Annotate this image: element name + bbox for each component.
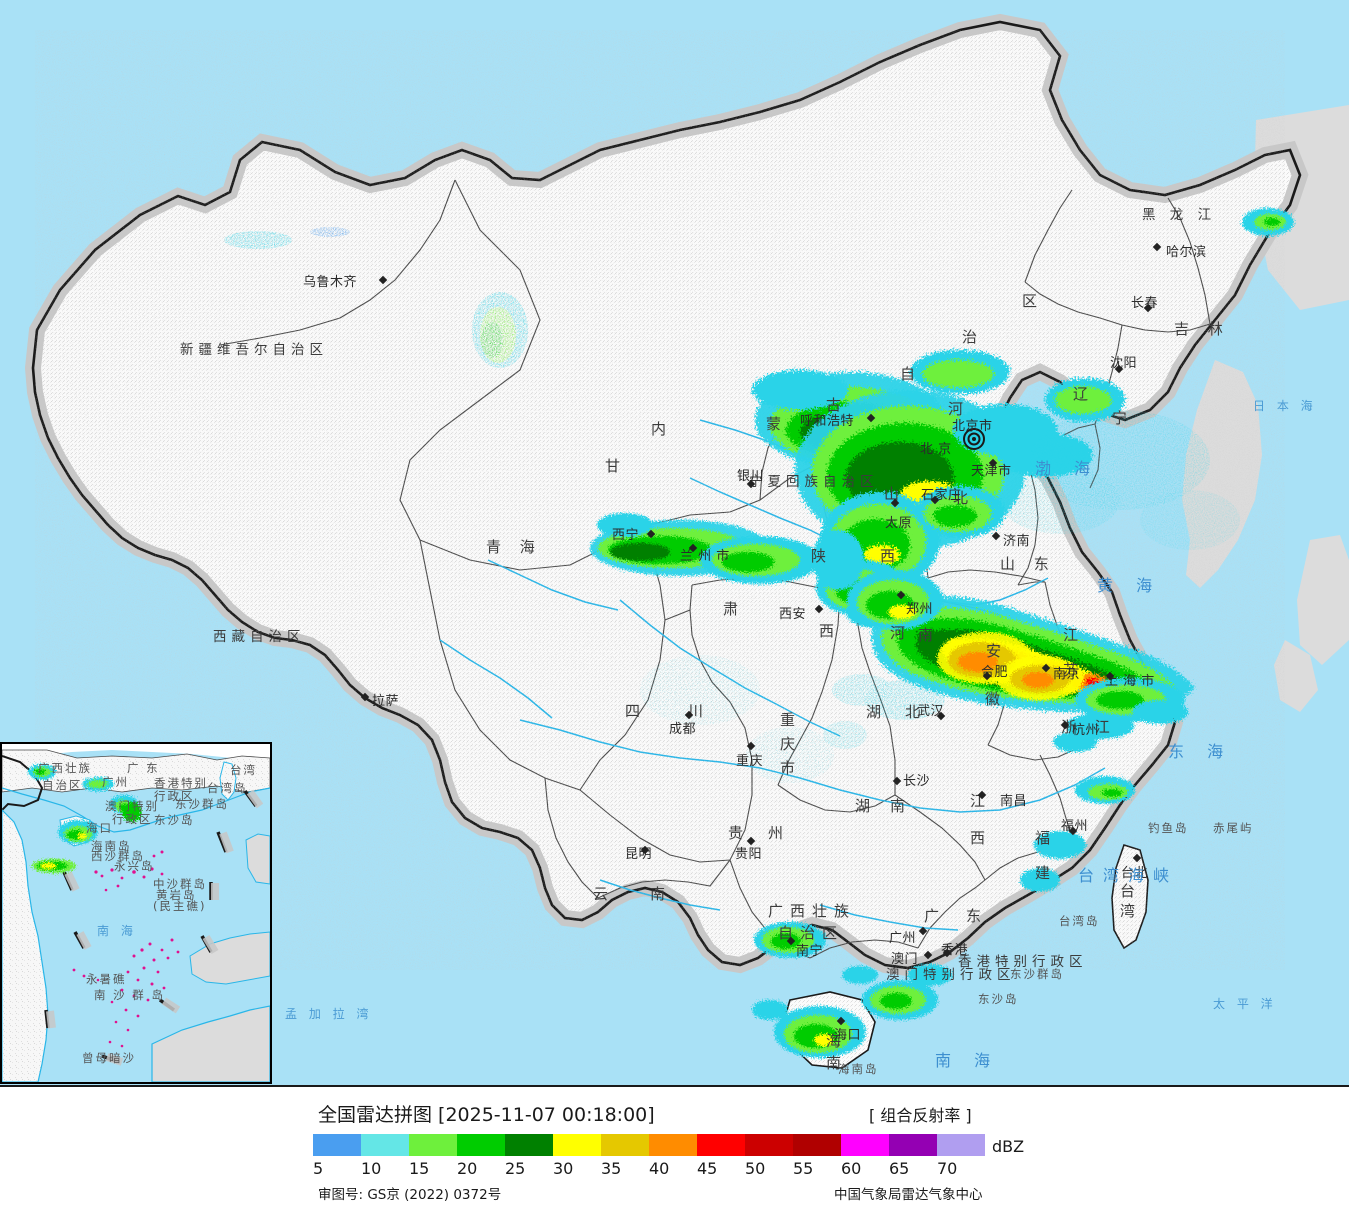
echo-anhui-jiangsu — [937, 632, 1084, 700]
colorbar-swatch-60[interactable] — [841, 1134, 889, 1156]
colorbar-swatch-20[interactable] — [457, 1134, 505, 1156]
colorbar-tick-40: 40 — [649, 1159, 670, 1178]
colorbar-tick-70: 70 — [937, 1159, 958, 1178]
colorbar-tick-25: 25 — [505, 1159, 526, 1178]
inset-vector-layer — [2, 744, 270, 1082]
page-title: 全国雷达拼图 [2025-11-07 00:18:00] — [318, 1104, 655, 1126]
colorbar-tick-20: 20 — [457, 1159, 478, 1178]
colorbar-tick-10: 10 — [361, 1159, 382, 1178]
inset-echo — [28, 764, 142, 873]
colorbar-tick-65: 65 — [889, 1159, 910, 1178]
echo-hainan-scs — [752, 964, 952, 1058]
colorbar-swatch-35[interactable] — [601, 1134, 649, 1156]
echo-hubei-hunan — [823, 674, 945, 749]
echo-heilongjiang — [1242, 208, 1294, 236]
echo-sichuan — [640, 655, 834, 783]
colorbar-swatch-55[interactable] — [793, 1134, 841, 1156]
title-row: 全国雷达拼图 [2025-11-07 00:18:00] [ 组合反射率 ] — [0, 1095, 1349, 1126]
beijing-capital-symbol — [963, 428, 985, 450]
colorbar-tick-15: 15 — [409, 1159, 430, 1178]
colorbar-tick-35: 35 — [601, 1159, 622, 1178]
colorbar-swatch-10[interactable] — [361, 1134, 409, 1156]
colorbar-swatch-45[interactable] — [697, 1134, 745, 1156]
colorbar-tick-30: 30 — [553, 1159, 574, 1178]
colorbar-swatch-70[interactable] — [937, 1134, 985, 1156]
colorbar-swatch-50[interactable] — [745, 1134, 793, 1156]
echo-gansu-qinghai — [590, 513, 820, 584]
echo-henan — [847, 570, 943, 630]
colorbar-swatch-5[interactable] — [313, 1134, 361, 1156]
echo-xinjiang — [224, 227, 528, 368]
product-title: [ 组合反射率 ] — [869, 1106, 972, 1125]
reef-symbols — [72, 850, 180, 1048]
colorbar-swatch-40[interactable] — [649, 1134, 697, 1156]
colorbar-tick-5: 5 — [313, 1159, 324, 1178]
south-china-sea-inset[interactable]: 广西壮族 自治区广 东广州 香港特别 行政区 澳门特别 行政区 台湾 台湾岛 东沙群岛 东沙岛 海口… — [0, 742, 272, 1084]
echo-offshore — [1000, 410, 1240, 550]
radar-map-canvas[interactable]: 新疆维吾尔自治区 西藏自治区青 海甘肃内蒙古自治区黑 龙 江吉 林辽宁河北山西山 … — [0, 0, 1349, 1085]
map-approval-number: 审图号: GS京 (2022) 0372号 — [318, 1187, 502, 1203]
colorbar-swatch-25[interactable] — [505, 1134, 553, 1156]
radar-echo-layer — [35, 30, 1294, 1058]
legend-panel: 全国雷达拼图 [2025-11-07 00:18:00] [ 组合反射率 ] 5… — [0, 1085, 1349, 1208]
echo-taiwan-strait — [1020, 776, 1135, 892]
map-vector-layer — [0, 0, 1349, 1085]
echo-shanghai-zhejiang — [1053, 678, 1188, 752]
colorbar-swatch-65[interactable] — [889, 1134, 937, 1156]
colorbar-tick-45: 45 — [697, 1159, 718, 1178]
colorbar-tick-55: 55 — [793, 1159, 814, 1178]
colorbar-tick-60: 60 — [841, 1159, 862, 1178]
colorbar-tick-50: 50 — [745, 1159, 766, 1178]
issuing-agency: 中国气象局雷达气象中心 — [834, 1187, 983, 1203]
colorbar-swatch-30[interactable] — [553, 1134, 601, 1156]
colorbar-swatch-15[interactable] — [409, 1134, 457, 1156]
dbz-colorbar[interactable] — [313, 1134, 985, 1156]
dbz-unit-label: dBZ — [992, 1137, 1025, 1156]
